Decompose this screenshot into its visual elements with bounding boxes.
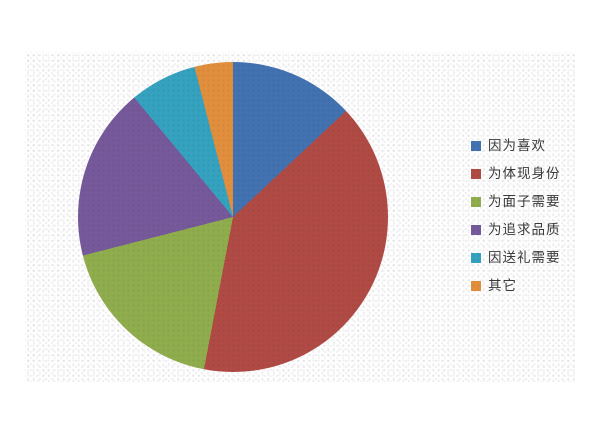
- legend-item: 因送礼需要: [471, 248, 561, 267]
- legend-label: 其它: [488, 278, 517, 293]
- legend-swatch: [471, 252, 481, 263]
- legend-item: 为追求品质: [471, 220, 561, 239]
- legend-swatch: [471, 280, 481, 291]
- legend-swatch: [471, 140, 481, 151]
- legend-label: 为面子需要: [488, 194, 561, 209]
- legend-item: 因为喜欢: [471, 136, 561, 155]
- chart-panel: 因为喜欢为体现身份为面子需要为追求品质因送礼需要其它: [25, 52, 575, 382]
- legend-swatch: [471, 224, 481, 235]
- legend-label: 因为喜欢: [488, 138, 546, 153]
- legend-label: 为体现身份: [488, 166, 561, 181]
- legend-swatch: [471, 196, 481, 207]
- legend-label: 为追求品质: [488, 222, 561, 237]
- chart-legend: 因为喜欢为体现身份为面子需要为追求品质因送礼需要其它: [471, 136, 561, 295]
- legend-swatch: [471, 168, 481, 179]
- pie-chart: [78, 62, 388, 372]
- legend-item: 为体现身份: [471, 164, 561, 183]
- legend-item: 其它: [471, 276, 561, 295]
- legend-label: 因送礼需要: [488, 250, 561, 265]
- legend-item: 为面子需要: [471, 192, 561, 211]
